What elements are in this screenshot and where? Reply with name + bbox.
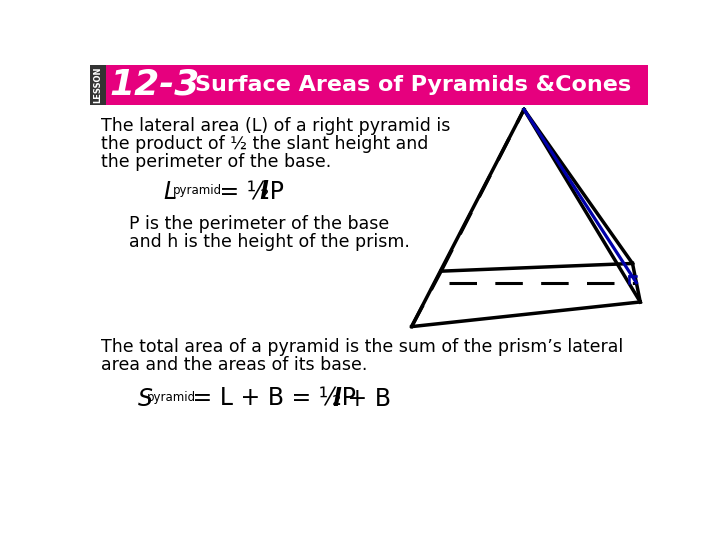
Text: LESSON: LESSON	[94, 66, 102, 103]
Text: The total area of a pyramid is the sum of the prism’s lateral: The total area of a pyramid is the sum o…	[101, 338, 623, 356]
Text: l: l	[259, 180, 267, 204]
Bar	[90, 65, 106, 105]
Text: Surface Areas of Pyramids &Cones: Surface Areas of Pyramids &Cones	[194, 75, 631, 95]
Text: S: S	[138, 387, 153, 410]
Text: L: L	[163, 180, 176, 204]
Text: pyramid: pyramid	[173, 184, 222, 197]
Text: P is the perimeter of the base: P is the perimeter of the base	[129, 215, 389, 233]
Bar	[90, 65, 648, 105]
Text: area and the areas of its base.: area and the areas of its base.	[101, 356, 367, 374]
Text: the perimeter of the base.: the perimeter of the base.	[101, 153, 331, 171]
Text: + B: + B	[340, 387, 390, 410]
Text: pyramid: pyramid	[148, 390, 197, 403]
Text: 12-3: 12-3	[109, 68, 199, 102]
Text: and h is the height of the prism.: and h is the height of the prism.	[129, 233, 410, 251]
Text: the product of ½ the slant height and: the product of ½ the slant height and	[101, 135, 428, 153]
Text: The lateral area (L) of a right pyramid is: The lateral area (L) of a right pyramid …	[101, 117, 450, 135]
Text: = ½P: = ½P	[212, 180, 284, 204]
Text: l: l	[333, 387, 341, 410]
Text: = L + B = ½P: = L + B = ½P	[184, 387, 356, 410]
